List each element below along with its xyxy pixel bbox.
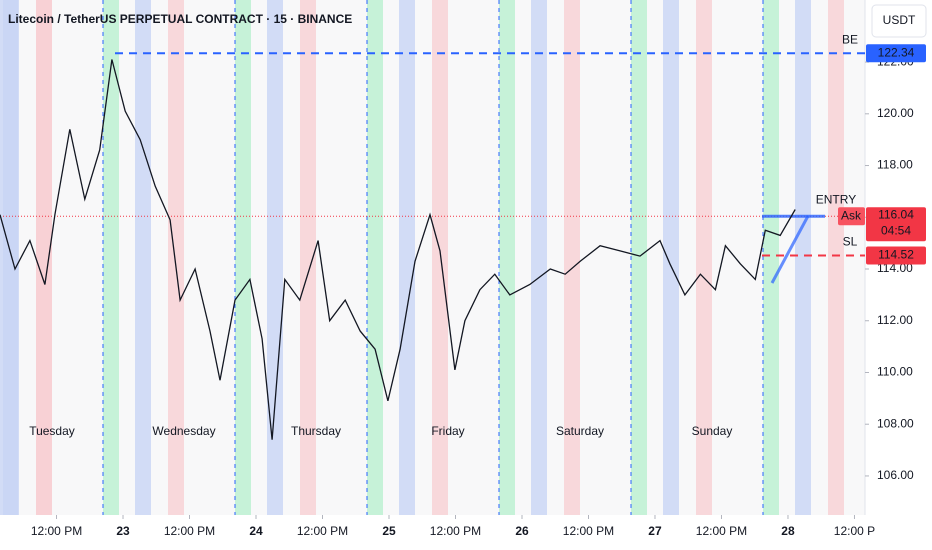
price-line-series xyxy=(0,59,796,440)
session-band xyxy=(499,0,515,515)
chart-title: Litecoin / TetherUS PERPETUAL CONTRACT ·… xyxy=(8,12,352,26)
session-band xyxy=(135,0,151,515)
price-axis xyxy=(865,0,932,550)
time-axis xyxy=(0,515,865,550)
day-label: Thursday xyxy=(291,424,341,438)
session-band xyxy=(300,0,316,515)
session-band xyxy=(0,0,18,515)
session-band xyxy=(763,0,779,515)
day-label: Friday xyxy=(431,424,464,438)
ask-label: Ask xyxy=(841,208,862,222)
y-tick-label: 114.00 xyxy=(877,261,913,275)
session-band xyxy=(631,0,647,515)
session-band xyxy=(531,0,547,515)
x-tick-label: 12:00 P xyxy=(834,524,875,538)
y-tick-label: 110.00 xyxy=(877,365,913,379)
tag-bg xyxy=(866,44,926,63)
x-tick-label: 12:00 PM xyxy=(164,524,215,538)
session-band xyxy=(267,0,283,515)
session-band xyxy=(235,0,251,515)
y-tick-label: 120.00 xyxy=(877,106,914,120)
session-band xyxy=(36,0,52,515)
day-label: Tuesday xyxy=(29,424,75,438)
session-band xyxy=(696,0,712,515)
y-tick-label: 106.00 xyxy=(877,468,914,482)
session-band xyxy=(564,0,580,515)
trend-line xyxy=(770,215,810,284)
day-label: Sunday xyxy=(692,424,733,438)
x-tick-label: 27 xyxy=(648,524,662,538)
price-tag: 114.52 xyxy=(878,248,914,262)
session-band xyxy=(432,0,448,515)
x-tick-label: 28 xyxy=(781,524,795,538)
session-band xyxy=(663,0,679,515)
day-label: Saturday xyxy=(556,424,604,438)
x-tick-label: 26 xyxy=(515,524,529,538)
tag-bg xyxy=(866,207,926,242)
x-tick-label: 12:00 PM xyxy=(430,524,481,538)
session-band xyxy=(399,0,415,515)
x-tick-label: 12:00 PM xyxy=(563,524,614,538)
price-tag: 122.34 xyxy=(878,45,915,59)
currency: USDT xyxy=(883,13,916,27)
x-tick-label: 24 xyxy=(249,524,263,538)
x-tick-label: 23 xyxy=(116,524,130,538)
level-label: ENTRY xyxy=(816,192,856,206)
x-tick-label: 25 xyxy=(382,524,396,538)
countdown: 04:54 xyxy=(881,223,911,237)
level-label: BE xyxy=(842,32,858,46)
session-band xyxy=(103,0,119,515)
tag-bg xyxy=(838,207,865,226)
y-tick-label: 112.00 xyxy=(877,313,913,327)
level-label: SL xyxy=(843,235,858,249)
session-band xyxy=(828,0,844,515)
session-bands xyxy=(0,0,844,515)
y-tick-label: 108.00 xyxy=(877,416,914,430)
session-band xyxy=(168,0,184,515)
x-tick-label: 12:00 PM xyxy=(297,524,348,538)
currency-button[interactable] xyxy=(871,4,927,38)
tag-bg xyxy=(866,246,926,265)
x-tick-label: 12:00 PM xyxy=(696,524,747,538)
session-band xyxy=(367,0,383,515)
day-label: Wednesday xyxy=(152,424,215,438)
y-tick-label: 118.00 xyxy=(877,158,913,172)
session-band xyxy=(795,0,811,515)
x-tick-label: 12:00 PM xyxy=(31,524,82,538)
price-tag: 116.04 xyxy=(878,207,914,221)
